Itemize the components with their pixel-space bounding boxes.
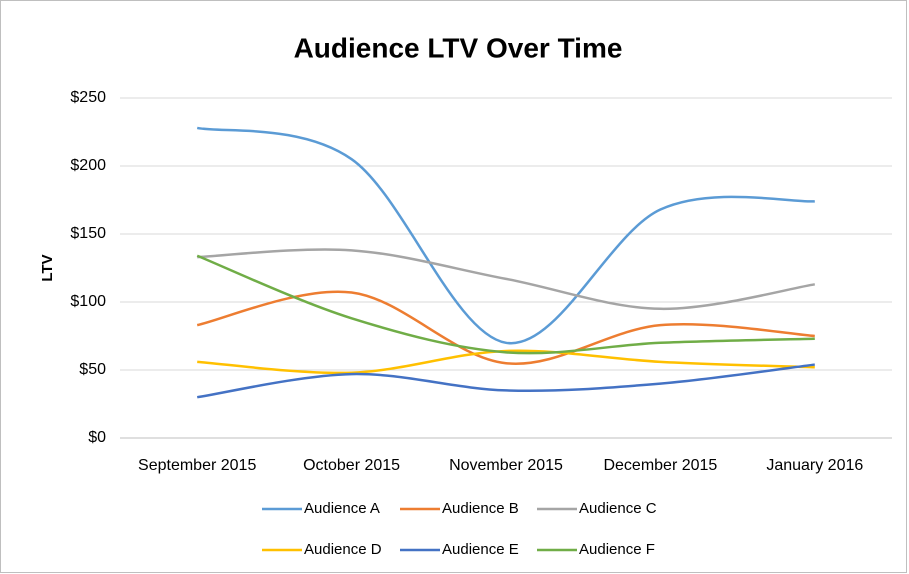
series-line	[196, 254, 815, 355]
legend-label: Audience B	[442, 500, 519, 517]
x-tick-label: December 2015	[603, 457, 717, 474]
x-tick-label: November 2015	[449, 457, 563, 474]
series-line	[197, 363, 815, 399]
legend-label: Audience C	[579, 500, 657, 517]
x-tick-label: October 2015	[303, 457, 400, 474]
series-line	[197, 248, 815, 311]
x-tick-label: September 2015	[138, 457, 256, 474]
y-tick-label: $50	[79, 361, 106, 378]
y-tick-label: $200	[70, 157, 106, 174]
y-tick-label: $0	[88, 429, 106, 446]
y-tick-label: $250	[70, 89, 106, 106]
legend-label: Audience D	[304, 541, 382, 558]
y-axis-label: LTV	[39, 254, 56, 281]
series-line	[196, 126, 815, 345]
x-tick-label: January 2016	[766, 457, 863, 474]
legend-label: Audience F	[579, 541, 655, 558]
chart-title: Audience LTV Over Time	[294, 32, 623, 63]
series-line	[197, 349, 815, 375]
series-line	[196, 290, 815, 365]
legend-label: Audience A	[304, 500, 380, 517]
y-tick-label: $150	[70, 225, 106, 242]
legend-label: Audience E	[442, 541, 519, 558]
y-tick-label: $100	[70, 293, 106, 310]
